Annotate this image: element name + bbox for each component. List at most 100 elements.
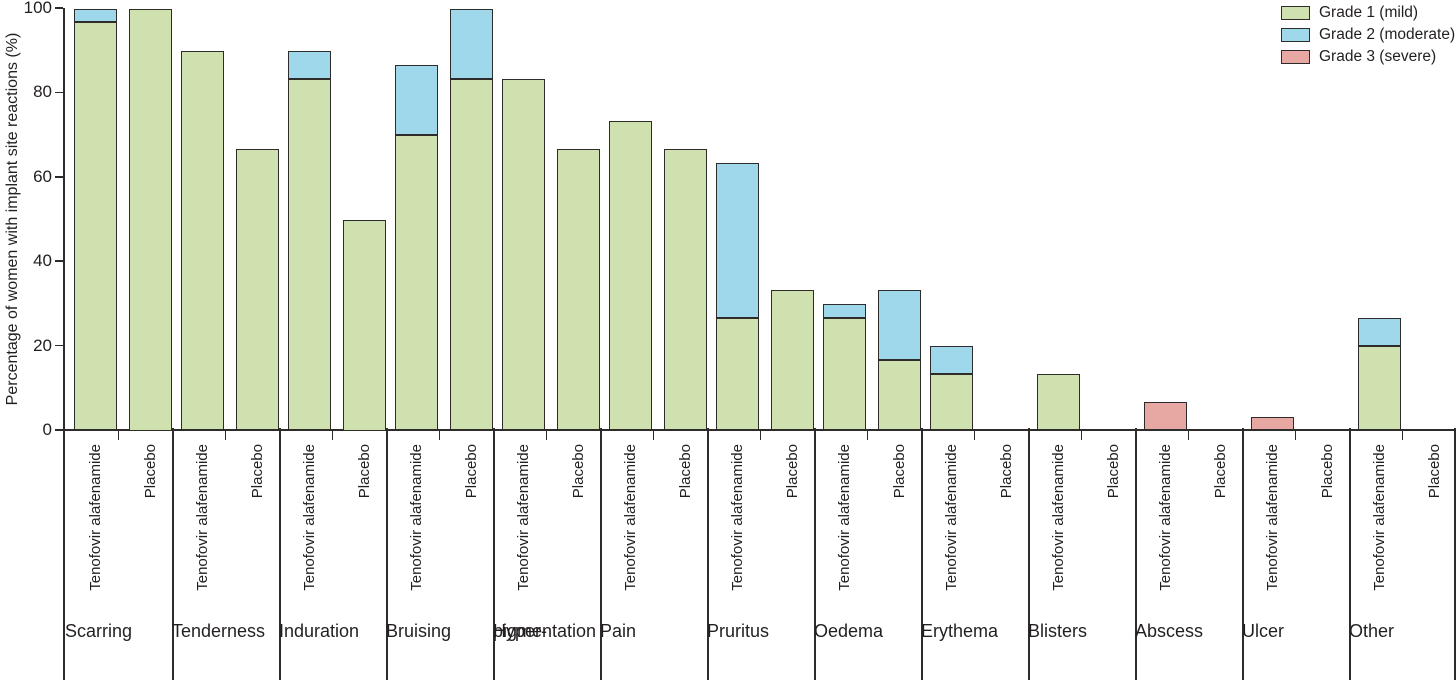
bar-segment-grade1 xyxy=(878,360,921,431)
group-separator xyxy=(279,428,281,680)
bar-arm-label: Placebo xyxy=(890,444,908,499)
bar-segment-grade2 xyxy=(288,50,331,79)
y-tick xyxy=(55,91,63,94)
group-separator xyxy=(172,428,174,680)
category-label-line: Other xyxy=(1349,621,1395,641)
y-tick xyxy=(55,260,63,263)
category-label-line: Pain xyxy=(600,621,637,641)
bar-arm-label: Placebo xyxy=(355,444,373,499)
category-label-line: Ulcer xyxy=(1242,621,1285,641)
bar-segment-grade1 xyxy=(236,149,279,431)
bar-arm-label: Placebo xyxy=(1104,444,1122,499)
bar-segment-grade2 xyxy=(823,303,866,318)
y-tick-label: 80 xyxy=(33,82,52,102)
bar-arm-label: Tenofovir alafenamide xyxy=(728,444,746,591)
bar-arm-label: Tenofovir alafenamide xyxy=(1156,444,1174,591)
category-label-line: Hyper- xyxy=(493,621,548,641)
bar-segment-grade2 xyxy=(74,8,117,23)
group-separator xyxy=(814,428,816,680)
bar-segment-grade1 xyxy=(823,317,866,431)
bar-arm-label: Placebo xyxy=(997,444,1015,499)
category-label-line: pigmentation xyxy=(493,621,597,641)
group-separator xyxy=(1242,428,1244,680)
legend-row-grade2: Grade 2 (moderate) xyxy=(1281,26,1455,44)
y-tick xyxy=(55,7,63,9)
bar-segment-grade2 xyxy=(930,346,973,375)
y-tick xyxy=(55,175,63,178)
x-tick xyxy=(224,430,227,440)
group-separator xyxy=(1349,428,1351,680)
bar-segment-grade3 xyxy=(1144,402,1187,431)
y-tick-label: 0 xyxy=(42,420,52,439)
bar-arm-label: Tenofovir alafenamide xyxy=(514,444,532,591)
grade1-swatch-icon xyxy=(1281,6,1310,20)
y-tick-label: 60 xyxy=(33,166,52,186)
group-separator xyxy=(386,428,388,680)
bar-segment-grade2 xyxy=(450,8,493,79)
bar-segment-grade1 xyxy=(1037,374,1080,431)
bar-segment-grade1 xyxy=(1358,346,1401,431)
y-axis-title: Percentage of women with implant site re… xyxy=(4,32,21,406)
category-label-line: Pruritus xyxy=(707,621,770,641)
bar-segment-grade1 xyxy=(129,8,172,431)
bar-segment-grade1 xyxy=(664,149,707,431)
bar-arm-label: Placebo xyxy=(676,444,694,499)
legend-label-grade3: Grade 3 (severe) xyxy=(1319,48,1437,65)
grade3-swatch-icon xyxy=(1281,50,1310,64)
bar-arm-label: Tenofovir alafenamide xyxy=(407,444,425,591)
bar-segment-grade1 xyxy=(343,219,386,431)
bar-segment-grade1 xyxy=(771,289,814,431)
bar-arm-label: Placebo xyxy=(248,444,266,499)
bar-arm-label: Tenofovir alafenamide xyxy=(1049,444,1067,591)
bar-arm-label: Placebo xyxy=(462,444,480,499)
group-separator xyxy=(600,428,602,680)
bar-segment-grade1 xyxy=(930,374,973,431)
group-separator xyxy=(1028,428,1030,680)
bar-segment-grade1 xyxy=(395,135,438,431)
y-axis-line xyxy=(63,8,65,680)
bar-segment-grade1 xyxy=(450,78,493,431)
x-axis-line xyxy=(63,428,1456,431)
bar-segment-grade1 xyxy=(502,78,545,431)
category-label-line: Erythema xyxy=(921,621,999,641)
bar-segment-grade1 xyxy=(557,149,600,431)
bar-arm-label: Tenofovir alafenamide xyxy=(621,444,639,591)
bar-segment-grade1 xyxy=(181,50,224,431)
y-tick xyxy=(55,429,63,431)
group-separator xyxy=(707,428,709,680)
bar-arm-label: Placebo xyxy=(783,444,801,499)
x-tick xyxy=(331,430,334,440)
legend-row-grade3: Grade 3 (severe) xyxy=(1281,48,1455,66)
bar-arm-label: Placebo xyxy=(1425,444,1443,499)
bar-arm-label: Tenofovir alafenamide xyxy=(86,444,104,591)
x-tick xyxy=(117,430,120,440)
y-tick xyxy=(55,344,63,347)
bar-arm-label: Placebo xyxy=(1318,444,1336,499)
x-tick xyxy=(866,430,869,440)
group-separator xyxy=(1135,428,1137,680)
bar-segment-grade1 xyxy=(609,121,652,431)
bar-arm-label: Placebo xyxy=(1211,444,1229,499)
bar-segment-grade1 xyxy=(74,22,117,431)
legend: Grade 1 (mild) Grade 2 (moderate) Grade … xyxy=(1281,4,1455,70)
category-label-line: Blisters xyxy=(1028,621,1088,641)
bar-arm-label: Placebo xyxy=(569,444,587,499)
group-separator xyxy=(1454,428,1456,680)
category-label-line: Abscess xyxy=(1135,621,1204,641)
x-tick xyxy=(759,430,762,440)
x-tick xyxy=(1401,430,1404,440)
legend-label-grade1: Grade 1 (mild) xyxy=(1319,4,1419,21)
bar-arm-label: Tenofovir alafenamide xyxy=(300,444,318,591)
bar-segment-grade2 xyxy=(878,289,921,361)
bar-segment-grade3 xyxy=(1251,416,1294,431)
legend-label-grade2: Grade 2 (moderate) xyxy=(1319,26,1456,43)
x-tick xyxy=(973,430,976,440)
bar-segment-grade1 xyxy=(716,317,759,431)
bar-arm-label: Tenofovir alafenamide xyxy=(1370,444,1388,591)
category-label-line: Induration xyxy=(279,621,360,641)
y-tick-label: 40 xyxy=(33,251,52,271)
x-tick xyxy=(438,430,441,440)
bar-segment-grade2 xyxy=(395,64,438,136)
bar-arm-label: Tenofovir alafenamide xyxy=(942,444,960,591)
